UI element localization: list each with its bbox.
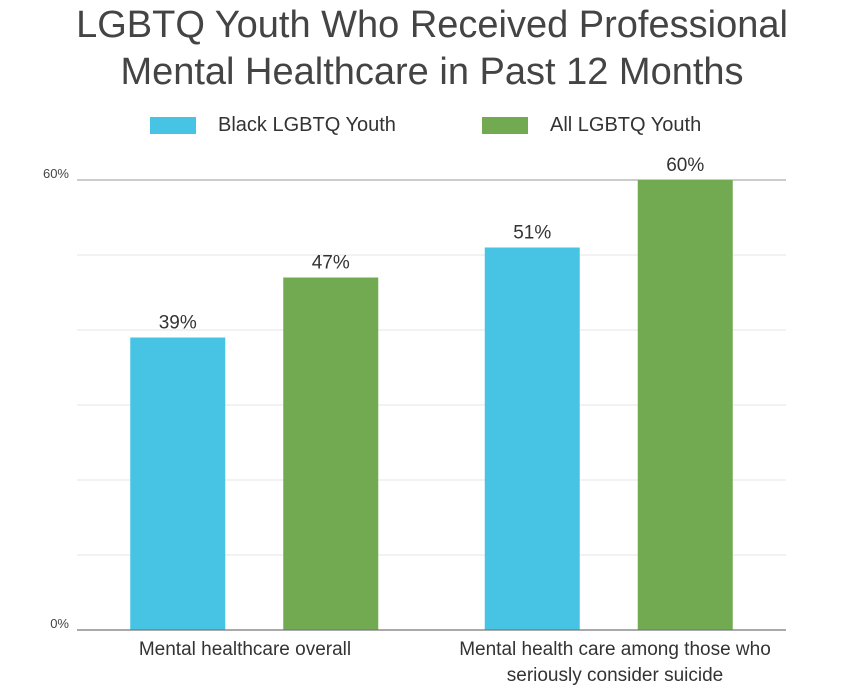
bar-black-lgbtq-youth <box>484 247 580 630</box>
bar-value-label: 51% <box>513 223 551 244</box>
category-label-mental-healthcare-overall: Mental healthcare overall <box>70 637 420 663</box>
chart-title: LGBTQ Youth Who Received Professional Me… <box>0 2 864 96</box>
bar-value-label: 60% <box>666 155 704 176</box>
legend: Black LGBTQ Youth All LGBTQ Youth <box>0 112 864 138</box>
legend-swatch-black-lgbtq-youth <box>150 116 196 134</box>
category-label-considered-suicide: Mental health care among those who serio… <box>420 637 810 689</box>
legend-swatch-all-lgbtq-youth <box>482 116 528 134</box>
bar-all-lgbtq-youth <box>637 180 733 630</box>
category-label-1-line-1: Mental healthcare overall <box>138 639 352 660</box>
legend-label-black-lgbtq-youth: Black LGBTQ Youth <box>218 113 396 136</box>
y-tick-label: 0% <box>50 616 69 631</box>
category-label-2-line-2: seriously consider suicide <box>506 665 724 686</box>
bar-all-lgbtq-youth <box>283 277 379 630</box>
legend-label-all-lgbtq-youth: All LGBTQ Youth <box>550 113 702 136</box>
legend-item-black-lgbtq-youth: Black LGBTQ Youth <box>150 112 396 138</box>
y-tick-label: 60% <box>43 166 69 181</box>
chart-title-line-2: Mental Healthcare in Past 12 Months <box>120 51 744 93</box>
category-label-2-line-1: Mental health care among those who <box>459 639 771 660</box>
bar-value-label: 47% <box>312 253 350 274</box>
chart-title-line-1: LGBTQ Youth Who Received Professional <box>76 4 788 46</box>
bar-value-label: 39% <box>159 313 197 334</box>
legend-item-all-lgbtq-youth: All LGBTQ Youth <box>482 112 701 138</box>
bar-black-lgbtq-youth <box>130 337 226 630</box>
